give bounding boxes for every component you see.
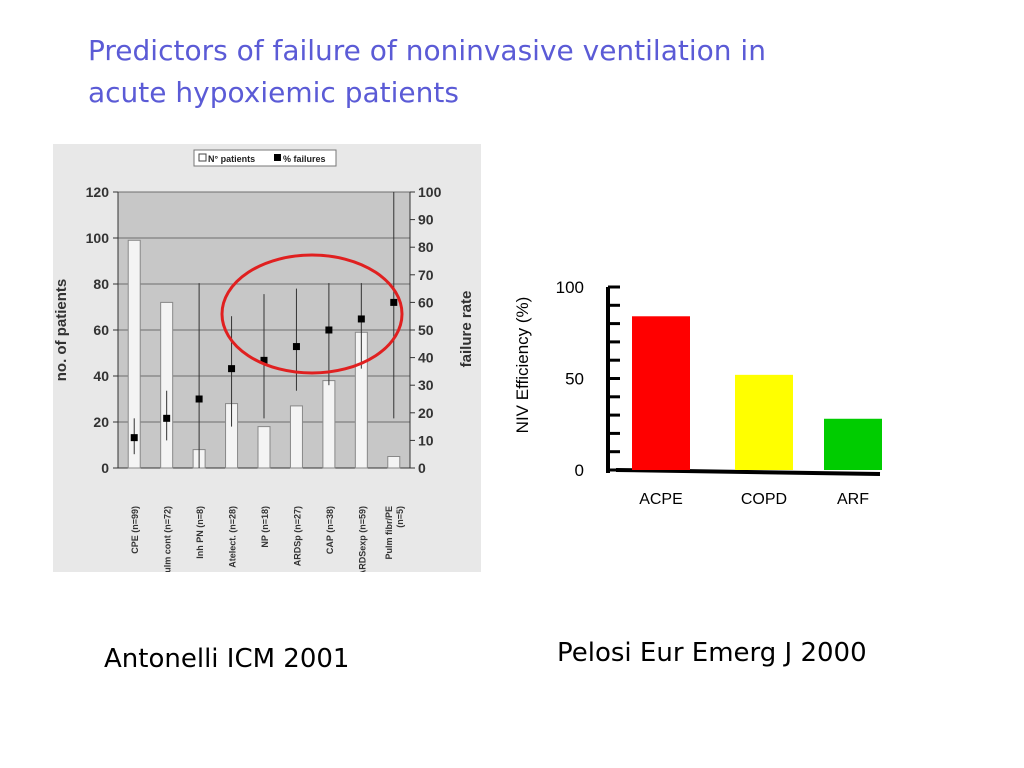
y-axis-label: no. of patients (53, 279, 70, 382)
y2-tick-label: 30 (418, 377, 434, 393)
y-tick-label: 60 (93, 322, 109, 338)
y2-tick-label: 10 (418, 432, 434, 448)
x-tick-label: COPD (741, 491, 787, 508)
pelosi-chart: 0 50 100 NIV Efficiency (%) ACPE COPD ARF (513, 278, 882, 508)
bar-n-patients (322, 380, 336, 469)
y-tick-label: 0 (575, 461, 584, 480)
legend-label: % failures (283, 154, 326, 164)
failure-point (260, 356, 268, 364)
slide-title: Predictors of failure of noninvasive ven… (88, 30, 968, 114)
x-tick-label: ARF (837, 491, 869, 508)
failure-point (292, 343, 300, 351)
x-tick-label: ARDSexp (n=59) (357, 506, 367, 572)
legend-swatch-bar (198, 153, 207, 162)
bar-n-patients (257, 426, 271, 469)
y-tick-label: 50 (565, 370, 584, 389)
bar-copd (735, 374, 793, 470)
y-axis-label: NIV Efficiency (%) (513, 297, 532, 434)
y-tick-label: 80 (93, 276, 109, 292)
x-tick-label: CAP (n=38) (325, 506, 335, 554)
y-tick-label: 100 (86, 230, 110, 246)
y-tick-label: 40 (93, 368, 109, 384)
y-tick-label: 20 (93, 414, 109, 430)
y-tick-label: 120 (86, 184, 110, 200)
x-tick-label: Pulm fibr/PE (384, 506, 394, 560)
x-tick-label: Pulm cont (n=72) (163, 506, 173, 572)
failure-point (130, 434, 138, 442)
bar-n-patients (289, 405, 303, 469)
y2-tick-label: 100 (418, 184, 442, 200)
x-tick-label: ACPE (639, 491, 683, 508)
y2-tick-label: 0 (418, 460, 426, 476)
x-tick-label: Inh PN (n=8) (195, 506, 205, 559)
slide-title-line-2: acute hypoxiemic patients (88, 76, 459, 109)
x-tick-label: CPE (n=99) (130, 506, 140, 554)
failure-point (163, 414, 171, 422)
slide-title-line-1: Predictors of failure of noninvasive ven… (88, 34, 766, 67)
y2-tick-label: 90 (418, 212, 434, 228)
x-tick-label: Atelect. (n=28) (228, 506, 238, 568)
caption-antonelli: Antonelli ICM 2001 (104, 644, 350, 674)
y2-tick-label: 70 (418, 267, 434, 283)
legend-box (193, 149, 337, 167)
y2-tick-label: 60 (418, 294, 434, 310)
y2-axis-label: failure rate (458, 291, 475, 368)
y2-tick-label: 40 (418, 350, 434, 366)
x-tick-label: (n=5) (395, 506, 405, 528)
bar-n-patients (127, 239, 141, 469)
y2-tick-label: 20 (418, 405, 434, 421)
antonelli-chart: 0 20 40 60 80 100 120 0 10 20 30 40 50 60 70 80 90 100 no.… (53, 149, 475, 572)
caption-pelosi: Pelosi Eur Emerg J 2000 (557, 638, 867, 668)
bar-arf (824, 418, 882, 470)
legend-swatch-point (274, 154, 281, 161)
legend-label: N° patients (208, 154, 255, 164)
failure-point (195, 395, 203, 403)
y-tick-label: 100 (556, 278, 584, 297)
bar-n-patients (387, 456, 401, 469)
antonelli-chart-panel: 0 20 40 60 80 100 120 0 10 20 30 40 50 60 70 80 90 100 no.… (53, 144, 481, 572)
bar-n-patients (160, 301, 174, 469)
bar-acpe (632, 316, 690, 470)
failure-point (390, 298, 398, 306)
x-tick-label: NP (n=18) (260, 506, 270, 548)
y-tick-label: 0 (101, 460, 109, 476)
failure-point (228, 365, 236, 373)
failure-point (357, 315, 365, 323)
y2-tick-label: 80 (418, 239, 434, 255)
y2-tick-label: 50 (418, 322, 434, 338)
failure-point (325, 326, 333, 334)
x-axis (615, 468, 881, 476)
x-tick-label: ARDSp (n=27) (292, 506, 302, 566)
